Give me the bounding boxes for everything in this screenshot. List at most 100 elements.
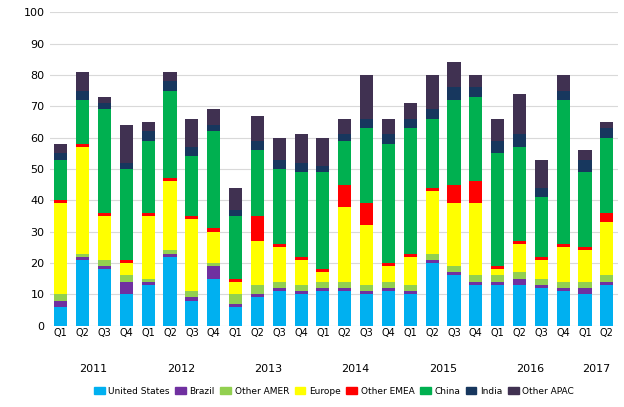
Bar (491, 285, 504, 326)
Bar (163, 250, 177, 254)
Bar (491, 119, 504, 141)
Bar (251, 298, 264, 326)
Bar (142, 279, 155, 282)
Bar (163, 257, 177, 326)
Bar (338, 141, 351, 185)
Bar (578, 294, 592, 326)
Bar (185, 216, 198, 219)
Bar (295, 163, 308, 172)
Bar (142, 122, 155, 131)
Bar (54, 144, 67, 153)
Bar (76, 257, 89, 260)
Bar (76, 254, 89, 257)
Bar (98, 266, 111, 269)
Bar (54, 204, 67, 294)
Bar (316, 269, 329, 272)
Bar (426, 191, 439, 254)
Bar (557, 100, 570, 244)
Bar (98, 103, 111, 109)
Bar (447, 272, 461, 276)
Bar (513, 244, 526, 272)
Bar (76, 100, 89, 144)
Bar (382, 288, 395, 291)
Bar (338, 134, 351, 141)
Bar (229, 307, 242, 326)
Bar (185, 156, 198, 216)
Text: 2012: 2012 (167, 365, 195, 374)
Bar (535, 160, 548, 188)
Bar (404, 119, 417, 128)
Bar (360, 204, 373, 225)
Bar (382, 263, 395, 266)
Bar (142, 141, 155, 213)
Bar (469, 182, 482, 204)
Bar (316, 282, 329, 288)
Bar (426, 263, 439, 326)
Bar (251, 141, 264, 150)
Bar (447, 204, 461, 266)
Bar (295, 172, 308, 257)
Bar (600, 128, 613, 138)
Bar (98, 269, 111, 326)
Bar (185, 298, 198, 300)
Bar (404, 285, 417, 291)
Bar (207, 266, 220, 279)
Bar (426, 254, 439, 260)
Bar (76, 147, 89, 254)
Bar (426, 188, 439, 191)
Bar (578, 160, 592, 172)
Bar (273, 288, 286, 291)
Bar (491, 153, 504, 266)
Bar (251, 285, 264, 294)
Bar (426, 119, 439, 188)
Bar (207, 109, 220, 125)
Bar (295, 260, 308, 285)
Bar (557, 75, 570, 91)
Bar (404, 294, 417, 326)
Bar (360, 291, 373, 294)
Bar (404, 291, 417, 294)
Bar (251, 294, 264, 298)
Bar (578, 288, 592, 294)
Bar (142, 131, 155, 141)
Bar (251, 241, 264, 285)
Bar (338, 288, 351, 291)
Bar (535, 279, 548, 285)
Bar (382, 144, 395, 263)
Bar (404, 103, 417, 119)
Bar (316, 138, 329, 166)
Bar (404, 128, 417, 254)
Bar (207, 131, 220, 228)
Bar (98, 260, 111, 266)
Bar (469, 97, 482, 182)
Bar (163, 254, 177, 257)
Bar (273, 247, 286, 282)
Bar (338, 206, 351, 282)
Bar (316, 166, 329, 172)
Bar (338, 291, 351, 326)
Bar (600, 138, 613, 213)
Bar (229, 282, 242, 294)
Bar (491, 266, 504, 269)
Bar (295, 294, 308, 326)
Bar (207, 279, 220, 326)
Bar (600, 276, 613, 282)
Bar (163, 178, 177, 182)
Bar (185, 119, 198, 147)
Bar (469, 282, 482, 285)
Bar (163, 182, 177, 250)
Bar (600, 213, 613, 222)
Bar (578, 172, 592, 247)
Bar (557, 288, 570, 291)
Bar (600, 122, 613, 128)
Bar (120, 260, 133, 263)
Bar (229, 188, 242, 210)
Bar (447, 276, 461, 326)
Bar (557, 91, 570, 100)
Bar (54, 160, 67, 200)
Bar (185, 291, 198, 298)
Bar (535, 257, 548, 260)
Bar (251, 116, 264, 141)
Bar (338, 119, 351, 134)
Bar (600, 282, 613, 285)
